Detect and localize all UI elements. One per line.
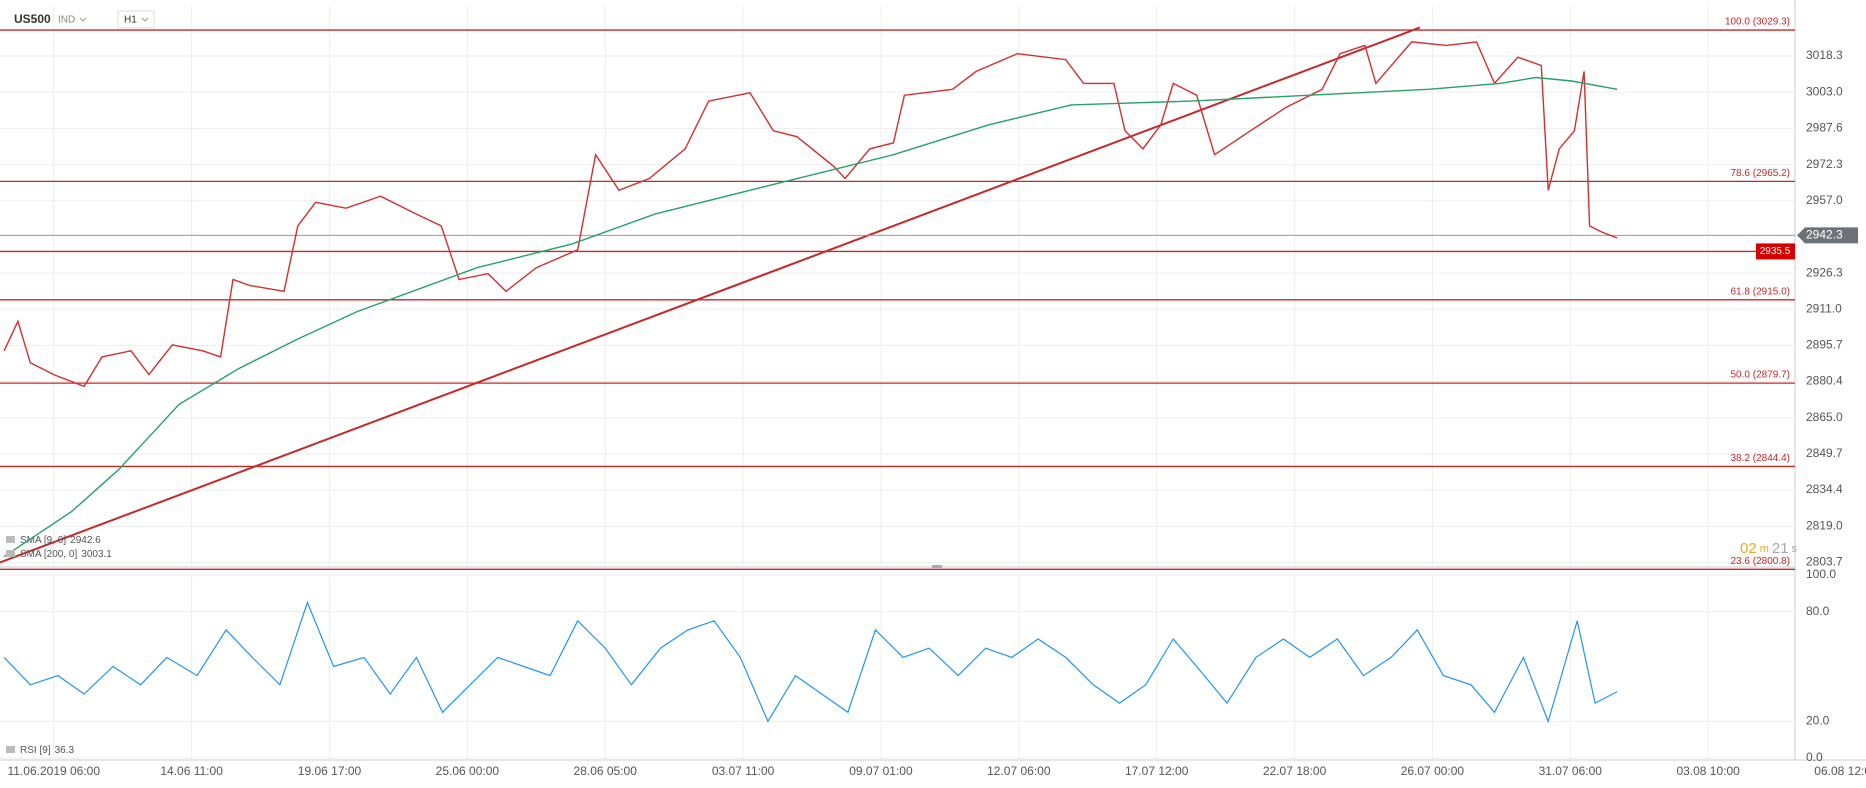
x-tick-label: 31.07 06:00 [1539,764,1603,778]
series-line [3,41,1618,388]
y-tick-label: 20.0 [1806,714,1830,728]
timeframe[interactable]: H1 [124,15,137,26]
legend-value: 36.3 [55,745,75,756]
symbol[interactable]: US500 [14,12,51,26]
series-line [3,76,1618,558]
legend-name: SMA [9, 0] [20,535,66,546]
legend-name: SMA [200, 0] [20,549,77,560]
x-tick-label: 03.07 11:00 [712,764,775,778]
legend-icon [6,536,15,543]
y-tick-label: 2834.4 [1806,482,1843,496]
y-tick-label: 2957.0 [1806,193,1843,207]
x-tick-label: 11.06.2019 06:00 [8,764,101,778]
trendline [0,26,1421,564]
fib-level-label: 61.8 (2915.0) [1731,286,1791,297]
y-tick-label: 3018.3 [1806,48,1843,62]
y-tick-label: 2895.7 [1806,338,1843,352]
legend-name: RSI [9] [20,745,51,756]
fib-level-label: 100.0 (3029.3) [1725,17,1790,28]
y-tick-label: 2880.4 [1806,374,1843,388]
fib-level-label: 78.6 (2965.2) [1731,168,1791,179]
y-tick-label: 0.0 [1806,750,1823,764]
x-tick-label: 28.06 05:00 [574,764,638,778]
countdown-part: 21 [1772,540,1789,557]
series-line [3,600,1618,724]
legend-value: 2942.6 [70,535,101,546]
legend-value: 3003.1 [81,549,112,560]
x-tick-label: 03.08 10:00 [1676,764,1740,778]
legend-entry: SMA [9, 0] 2942.6 [20,535,101,546]
legend-entry: RSI [9] 36.3 [20,745,74,756]
resize-handle[interactable] [932,565,942,568]
x-tick-label: 25.06 00:00 [436,764,500,778]
x-tick-label: 12.07 06:00 [987,764,1051,778]
countdown-part: s [1792,543,1798,555]
y-tick-label: 3003.0 [1806,84,1843,98]
x-tick-label: 06.08 12:00 [1814,764,1866,778]
y-tick-label: 2803.7 [1806,555,1843,569]
fib-level-label: 38.2 (2844.4) [1731,453,1791,464]
last-price-tag [1797,227,1858,244]
symbol-kind: IND [58,15,75,26]
countdown-part: 02 [1740,540,1757,557]
dropdown-arrow[interactable] [79,17,87,22]
alert-price-label: 2935.5 [1760,246,1791,257]
x-tick-label: 17.07 12:00 [1125,764,1189,778]
countdown: 02 m 21 s [1740,540,1798,557]
alert-price-tag [1756,243,1795,260]
y-tick-label: 2819.0 [1806,519,1843,533]
x-tick-label: 26.07 00:00 [1401,764,1465,778]
fib-level-label: 23.6 (2800.8) [1731,556,1791,567]
last-price-label: 2942.3 [1806,228,1843,242]
x-tick-label: 09.07 01:00 [849,764,913,778]
y-tick-label: 2972.3 [1806,157,1843,171]
timeframe-box[interactable] [117,10,155,29]
y-tick-label: 2926.3 [1806,265,1843,279]
y-tick-label: 2987.6 [1806,121,1843,135]
x-tick-label: 14.06 11:00 [160,764,223,778]
countdown-part: m [1760,543,1769,555]
x-tick-label: 19.06 17:00 [298,764,362,778]
y-tick-label: 2865.0 [1806,410,1843,424]
fib-level-label: 50.0 (2879.7) [1731,370,1791,381]
dropdown-arrow[interactable] [141,17,149,22]
legend-icon [6,550,15,557]
x-tick-label: 22.07 18:00 [1263,764,1327,778]
y-tick-label: 80.0 [1806,604,1830,618]
y-tick-label: 2911.0 [1806,301,1842,315]
legend-icon [6,746,15,753]
y-tick-label: 2849.7 [1806,446,1843,460]
y-tick-label: 100.0 [1806,567,1836,581]
legend-entry: SMA [200, 0] 3003.1 [20,549,112,560]
